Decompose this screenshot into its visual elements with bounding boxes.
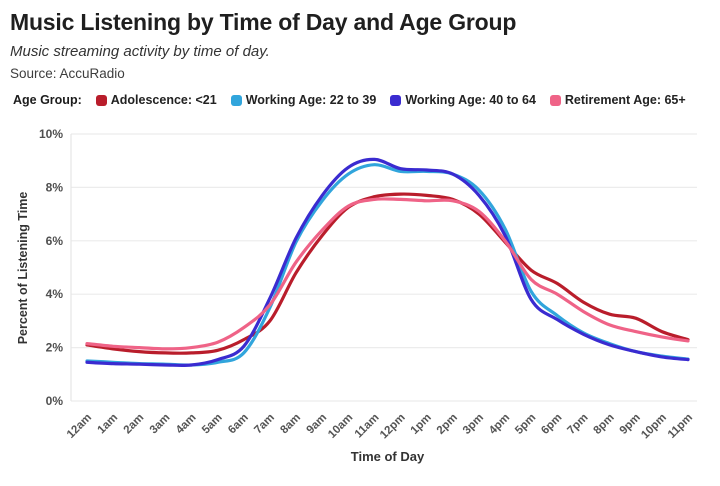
x-tick-label: 4pm: [487, 412, 512, 437]
x-tick-label: 7pm: [565, 412, 590, 437]
series-line-3: [85, 197, 690, 351]
x-tick-label: 10pm: [639, 412, 669, 442]
x-tick-label: 6am: [226, 412, 251, 437]
x-tick-label: 1am: [95, 412, 120, 437]
x-tick-label: 4am: [174, 412, 199, 437]
legend-item-label: Working Age: 22 to 39: [245, 93, 377, 107]
y-tick-label: 4%: [46, 287, 64, 301]
y-axis-title: Percent of Listening Time: [16, 192, 30, 345]
x-tick-label: 8pm: [592, 412, 617, 437]
x-tick-label: 8am: [278, 412, 303, 437]
legend-swatch-retirement-icon: [549, 94, 561, 106]
series-line-0: [85, 192, 690, 355]
page-title: Music Listening by Time of Day and Age G…: [10, 9, 517, 35]
legend-item-working-22-39: Working Age: 22 to 39: [230, 93, 377, 107]
x-tick-label: 3pm: [461, 412, 486, 437]
x-tick-label: 11pm: [666, 412, 695, 441]
x-tick-label: 5am: [200, 412, 225, 437]
legend-item-label: Working Age: 40 to 64: [405, 93, 536, 107]
legend-item-label: Adolescence: <21: [110, 93, 217, 107]
x-tick-label: 11am: [353, 412, 382, 441]
y-tick-label: 10%: [39, 127, 63, 141]
x-tick-label: 12am: [65, 412, 94, 441]
legend-item-adolescence: Adolescence: <21: [95, 93, 217, 107]
legend-item-working-40-64: Working Age: 40 to 64: [390, 93, 536, 107]
y-tick-label: 2%: [46, 341, 64, 355]
x-tick-label: 1pm: [409, 412, 434, 437]
legend-swatch-working-40-64-icon: [390, 94, 402, 106]
x-tick-label: 3am: [148, 412, 173, 437]
source-note: Source: AccuRadio: [10, 66, 125, 81]
legend-swatch-adolescence-icon: [95, 94, 107, 106]
x-tick-label: 5pm: [513, 412, 538, 437]
x-tick-label: 10am: [326, 412, 355, 441]
series-line-2: [85, 157, 690, 367]
y-tick-label: 8%: [46, 180, 64, 194]
legend-title: Age Group:: [13, 93, 82, 107]
x-tick-label: 7am: [252, 412, 277, 437]
page-subtitle: Music streaming activity by time of day.: [10, 43, 270, 60]
x-tick-label: 12pm: [378, 412, 408, 442]
x-tick-label: 2pm: [435, 412, 460, 437]
x-axis-title: Time of Day: [351, 449, 425, 464]
legend-item-label: Retirement Age: 65+: [564, 93, 686, 107]
x-tick-label: 2am: [122, 412, 147, 437]
y-tick-label: 0%: [46, 394, 64, 408]
legend-item-retirement: Retirement Age: 65+: [549, 93, 686, 107]
x-tick-label: 6pm: [539, 412, 564, 437]
legend: Age Group: Adolescence: <21 Working Age:…: [13, 93, 686, 107]
legend-swatch-working-22-39-icon: [230, 94, 242, 106]
y-tick-label: 6%: [46, 234, 64, 248]
